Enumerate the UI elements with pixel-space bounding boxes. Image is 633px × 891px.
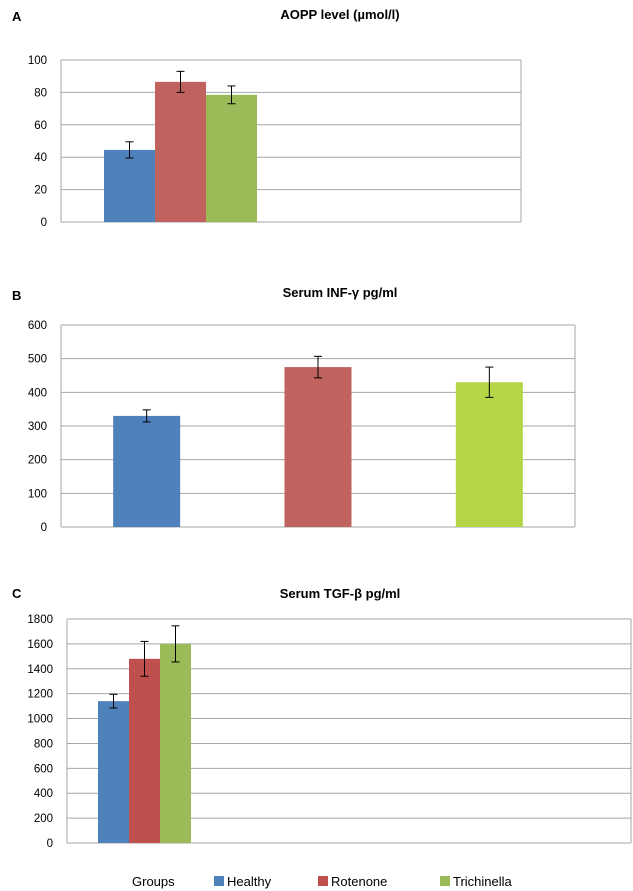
bar-rotenone: Rotenone: 1480 bbox=[129, 658, 160, 843]
bar-healthy: Healthy: 1140 bbox=[98, 701, 129, 843]
y-tick-label: 1000 bbox=[27, 714, 53, 726]
y-tick-label: 1400 bbox=[27, 664, 53, 676]
bar-healthy: Healthy: 44.5 bbox=[104, 149, 155, 222]
bar-rotenone: Rotenone: 86.5 bbox=[155, 81, 206, 223]
plot-area-a: 0 20 40 60 80 100 Healthy: 44.5Rotenone: 86.5T… bbox=[28, 55, 522, 229]
bar-healthy: Healthy: 330 bbox=[113, 415, 181, 527]
error-bar-trichinella bbox=[171, 625, 180, 663]
panel-c: C Serum TGF-β pg/ml 0 200 400 600 800 1000 120… bbox=[12, 586, 632, 850]
error-bar-healthy bbox=[125, 141, 134, 159]
error-bar-trichinella bbox=[227, 85, 236, 105]
legend-item-trichinella: Trichinella bbox=[453, 874, 513, 889]
legend-swatch-trichinella bbox=[440, 876, 450, 886]
panel-letter-b: B bbox=[12, 288, 21, 303]
y-tick-label: 80 bbox=[34, 87, 47, 99]
y-tick-label: 60 bbox=[34, 120, 47, 132]
plot-area-c: 0 200 400 600 800 1000 1200 1400 1600 1800 Healthy… bbox=[27, 614, 632, 850]
panel-letter-a: A bbox=[12, 9, 22, 24]
legend-item-healthy: Healthy bbox=[227, 874, 272, 889]
y-tick-label: 0 bbox=[41, 522, 47, 534]
y-tick-label: 200 bbox=[28, 455, 47, 467]
y-tick-label: 1600 bbox=[27, 639, 53, 651]
y-tick-label: 400 bbox=[34, 788, 53, 800]
error-bar-rotenone bbox=[140, 640, 149, 677]
panel-letter-c: C bbox=[12, 586, 22, 601]
y-tick-label: 400 bbox=[28, 387, 47, 399]
y-tick-label: 800 bbox=[34, 738, 53, 750]
y-tick-label: 200 bbox=[34, 813, 53, 825]
legend-swatch-healthy bbox=[214, 876, 224, 886]
y-tick-label: 600 bbox=[28, 320, 47, 332]
legend-swatch-rotenone bbox=[318, 876, 328, 886]
error-bar-healthy bbox=[109, 693, 118, 709]
y-tick-label: 1800 bbox=[27, 614, 53, 626]
legend-label: Groups bbox=[132, 874, 175, 889]
error-bar-rotenone bbox=[314, 355, 322, 379]
plot-area-b: 0 100 200 300 400 500 600 Healthy: 330 Rotenone:… bbox=[28, 320, 576, 534]
chart-title-c: Serum TGF-β pg/ml bbox=[280, 586, 401, 601]
y-tick-label: 40 bbox=[34, 152, 47, 164]
bar-trichinella: Trichinella: 78.5 bbox=[206, 94, 257, 222]
legend: Groups Healthy Rotenone Trichinella bbox=[132, 874, 513, 889]
bar-trichinella: Trichinella: 430 bbox=[455, 382, 523, 527]
panel-b: B Serum INF-γ pg/ml 0 100 200 300 400 500 600 H… bbox=[12, 285, 576, 534]
y-tick-label: 300 bbox=[28, 421, 47, 433]
y-tick-label: 0 bbox=[47, 838, 53, 850]
y-tick-label: 100 bbox=[28, 488, 47, 500]
chart-title-a: AOPP level (µmol/l) bbox=[280, 7, 399, 22]
error-bar-trichinella bbox=[485, 366, 494, 398]
error-bar-rotenone bbox=[176, 70, 185, 93]
panel-a: A AOPP level (µmol/l) 0 20 40 60 80 100 Health… bbox=[12, 7, 522, 229]
y-tick-label: 500 bbox=[28, 354, 47, 366]
y-tick-label: 1200 bbox=[27, 689, 53, 701]
bar-rotenone: Rotenone: 475 bbox=[284, 367, 352, 527]
bar-trichinella: Trichinella: 1600 bbox=[160, 643, 191, 843]
y-tick-label: 20 bbox=[34, 185, 47, 197]
y-tick-label: 100 bbox=[28, 55, 47, 67]
y-tick-label: 600 bbox=[34, 763, 53, 775]
legend-item-rotenone: Rotenone bbox=[331, 874, 387, 889]
error-bar-healthy bbox=[142, 409, 151, 423]
chart-title-b: Serum INF-γ pg/ml bbox=[283, 285, 398, 300]
y-tick-label: 0 bbox=[41, 217, 47, 229]
